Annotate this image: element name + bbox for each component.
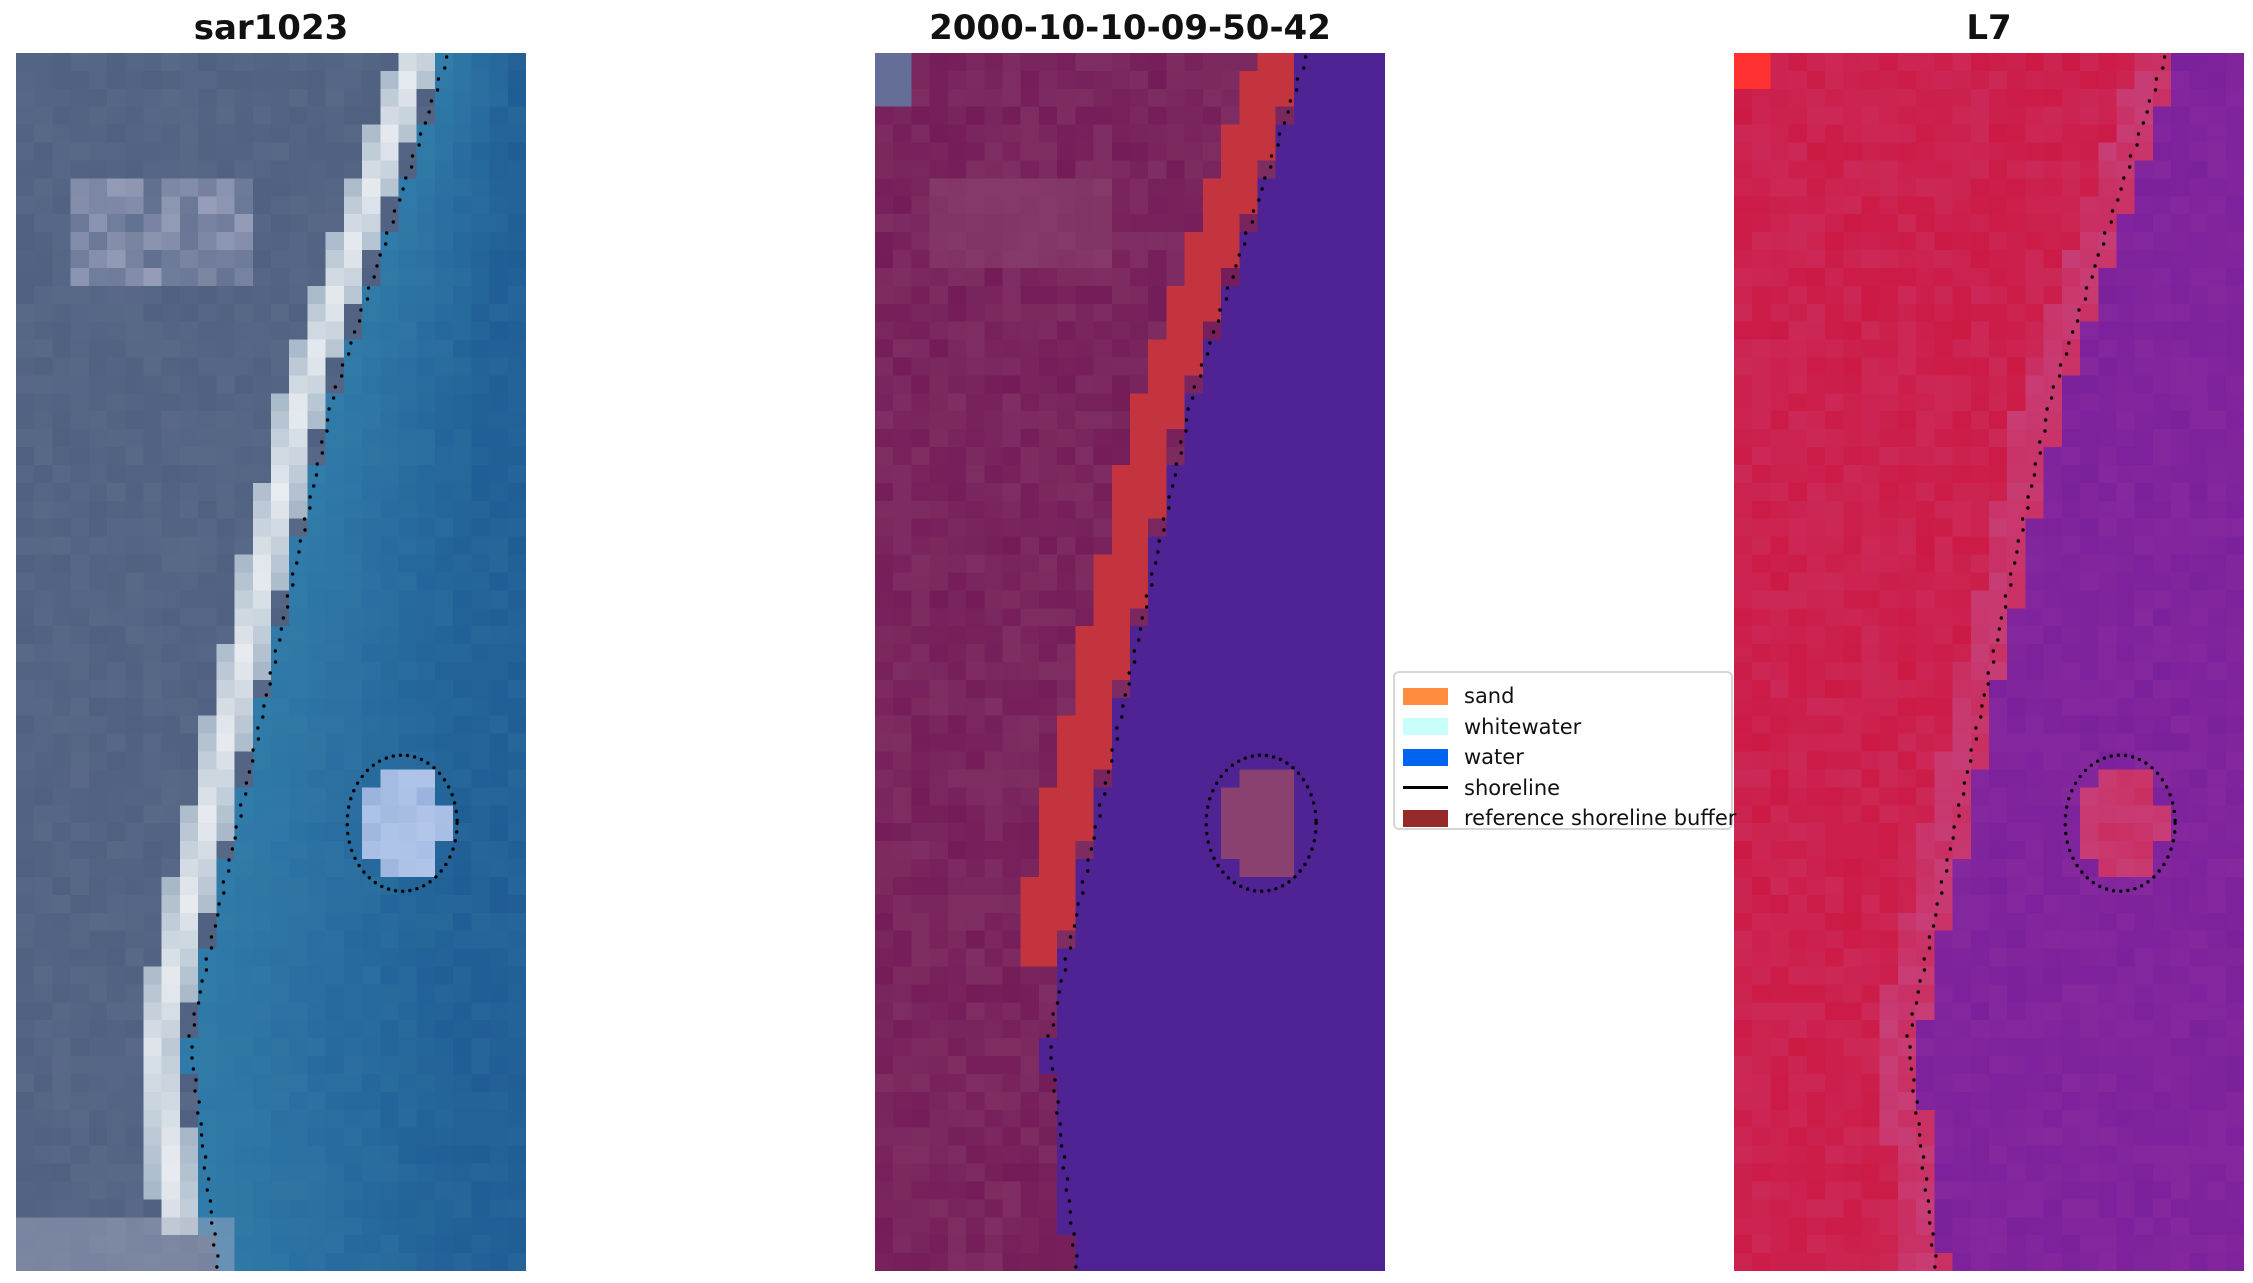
legend-entry-water: water bbox=[1403, 742, 1731, 773]
panel-title-rgb: sar1023 bbox=[193, 8, 349, 48]
classified-image bbox=[875, 53, 1385, 1271]
shoreline-dots bbox=[1905, 55, 2177, 1269]
legend-swatch-water bbox=[1403, 748, 1448, 766]
legend-entry-shoreline: shoreline bbox=[1403, 773, 1731, 804]
panel-title-index: L7 bbox=[1966, 8, 2012, 48]
mndwi-index-image bbox=[1734, 53, 2244, 1271]
legend: sand whitewater water shoreline referenc… bbox=[1393, 671, 1736, 830]
legend-label-whitewater: whitewater bbox=[1464, 714, 1582, 739]
legend-swatch-whitewater bbox=[1403, 718, 1448, 736]
legend-swatch-reference-buffer bbox=[1403, 809, 1448, 827]
legend-entry-whitewater: whitewater bbox=[1403, 712, 1731, 743]
shoreline-dots bbox=[187, 55, 459, 1269]
legend-entry-reference-buffer: reference shoreline buffer bbox=[1403, 803, 1736, 834]
panel-title-classified: 2000-10-10-09-50-42 bbox=[929, 8, 1331, 48]
rgb-satellite-image bbox=[16, 53, 526, 1271]
legend-line-shoreline bbox=[1403, 779, 1448, 796]
legend-label-water: water bbox=[1464, 745, 1524, 770]
legend-label-reference-buffer: reference shoreline buffer bbox=[1464, 806, 1737, 831]
legend-swatch-sand bbox=[1403, 687, 1448, 705]
shoreline-dots bbox=[1046, 55, 1318, 1269]
legend-label-shoreline: shoreline bbox=[1464, 775, 1561, 800]
legend-label-sand: sand bbox=[1464, 684, 1515, 709]
legend-entry-sand: sand bbox=[1403, 681, 1731, 712]
